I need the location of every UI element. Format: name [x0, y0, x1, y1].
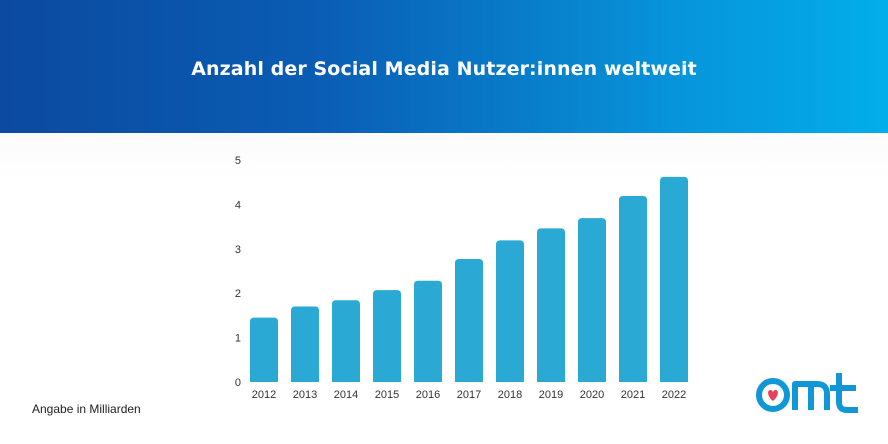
- x-tick-label: 2014: [334, 389, 358, 401]
- bar-2018: [496, 240, 524, 382]
- y-tick-label: 3: [235, 244, 241, 256]
- y-tick-label: 5: [235, 155, 241, 167]
- omt-logo-icon: [756, 373, 858, 413]
- bar-2015: [373, 290, 401, 382]
- bar-2019: [537, 228, 565, 382]
- x-tick-label: 2012: [252, 389, 276, 401]
- x-tick-label: 2018: [498, 389, 522, 401]
- x-tick-label: 2017: [457, 389, 481, 401]
- bar-2022: [660, 176, 688, 382]
- bar-2021: [619, 195, 647, 382]
- bar-2013: [291, 306, 319, 382]
- bar-2016: [414, 280, 442, 382]
- unit-note: Angabe in Milliarden: [32, 402, 141, 416]
- x-tick-label: 2022: [662, 389, 686, 401]
- chart-header-banner: Anzahl der Social Media Nutzer:innen wel…: [0, 0, 888, 133]
- y-tick-label: 4: [235, 199, 241, 211]
- x-tick-label: 2013: [293, 389, 317, 401]
- y-tick-label: 0: [235, 377, 241, 389]
- chart-title: Anzahl der Social Media Nutzer:innen wel…: [191, 58, 697, 80]
- x-tick-label: 2020: [580, 389, 604, 401]
- x-tick-label: 2021: [621, 389, 645, 401]
- y-tick-label: 2: [235, 288, 241, 300]
- bar-2012: [250, 317, 278, 382]
- bar-2020: [578, 218, 606, 382]
- bar-2017: [455, 259, 483, 382]
- y-tick-label: 1: [235, 333, 241, 345]
- bar-chart: 0 1 2 3 4 5 2012 2013 2014 2015 2016 2017 2018 2019 20…: [235, 155, 688, 401]
- x-tick-label: 2019: [539, 389, 563, 401]
- chart-area: 0 1 2 3 4 5 2012 2013 2014 2015 2016 2017 2018 2019 20…: [0, 133, 888, 444]
- bar-2014: [332, 300, 360, 382]
- x-tick-label: 2015: [375, 389, 399, 401]
- x-tick-label: 2016: [416, 389, 440, 401]
